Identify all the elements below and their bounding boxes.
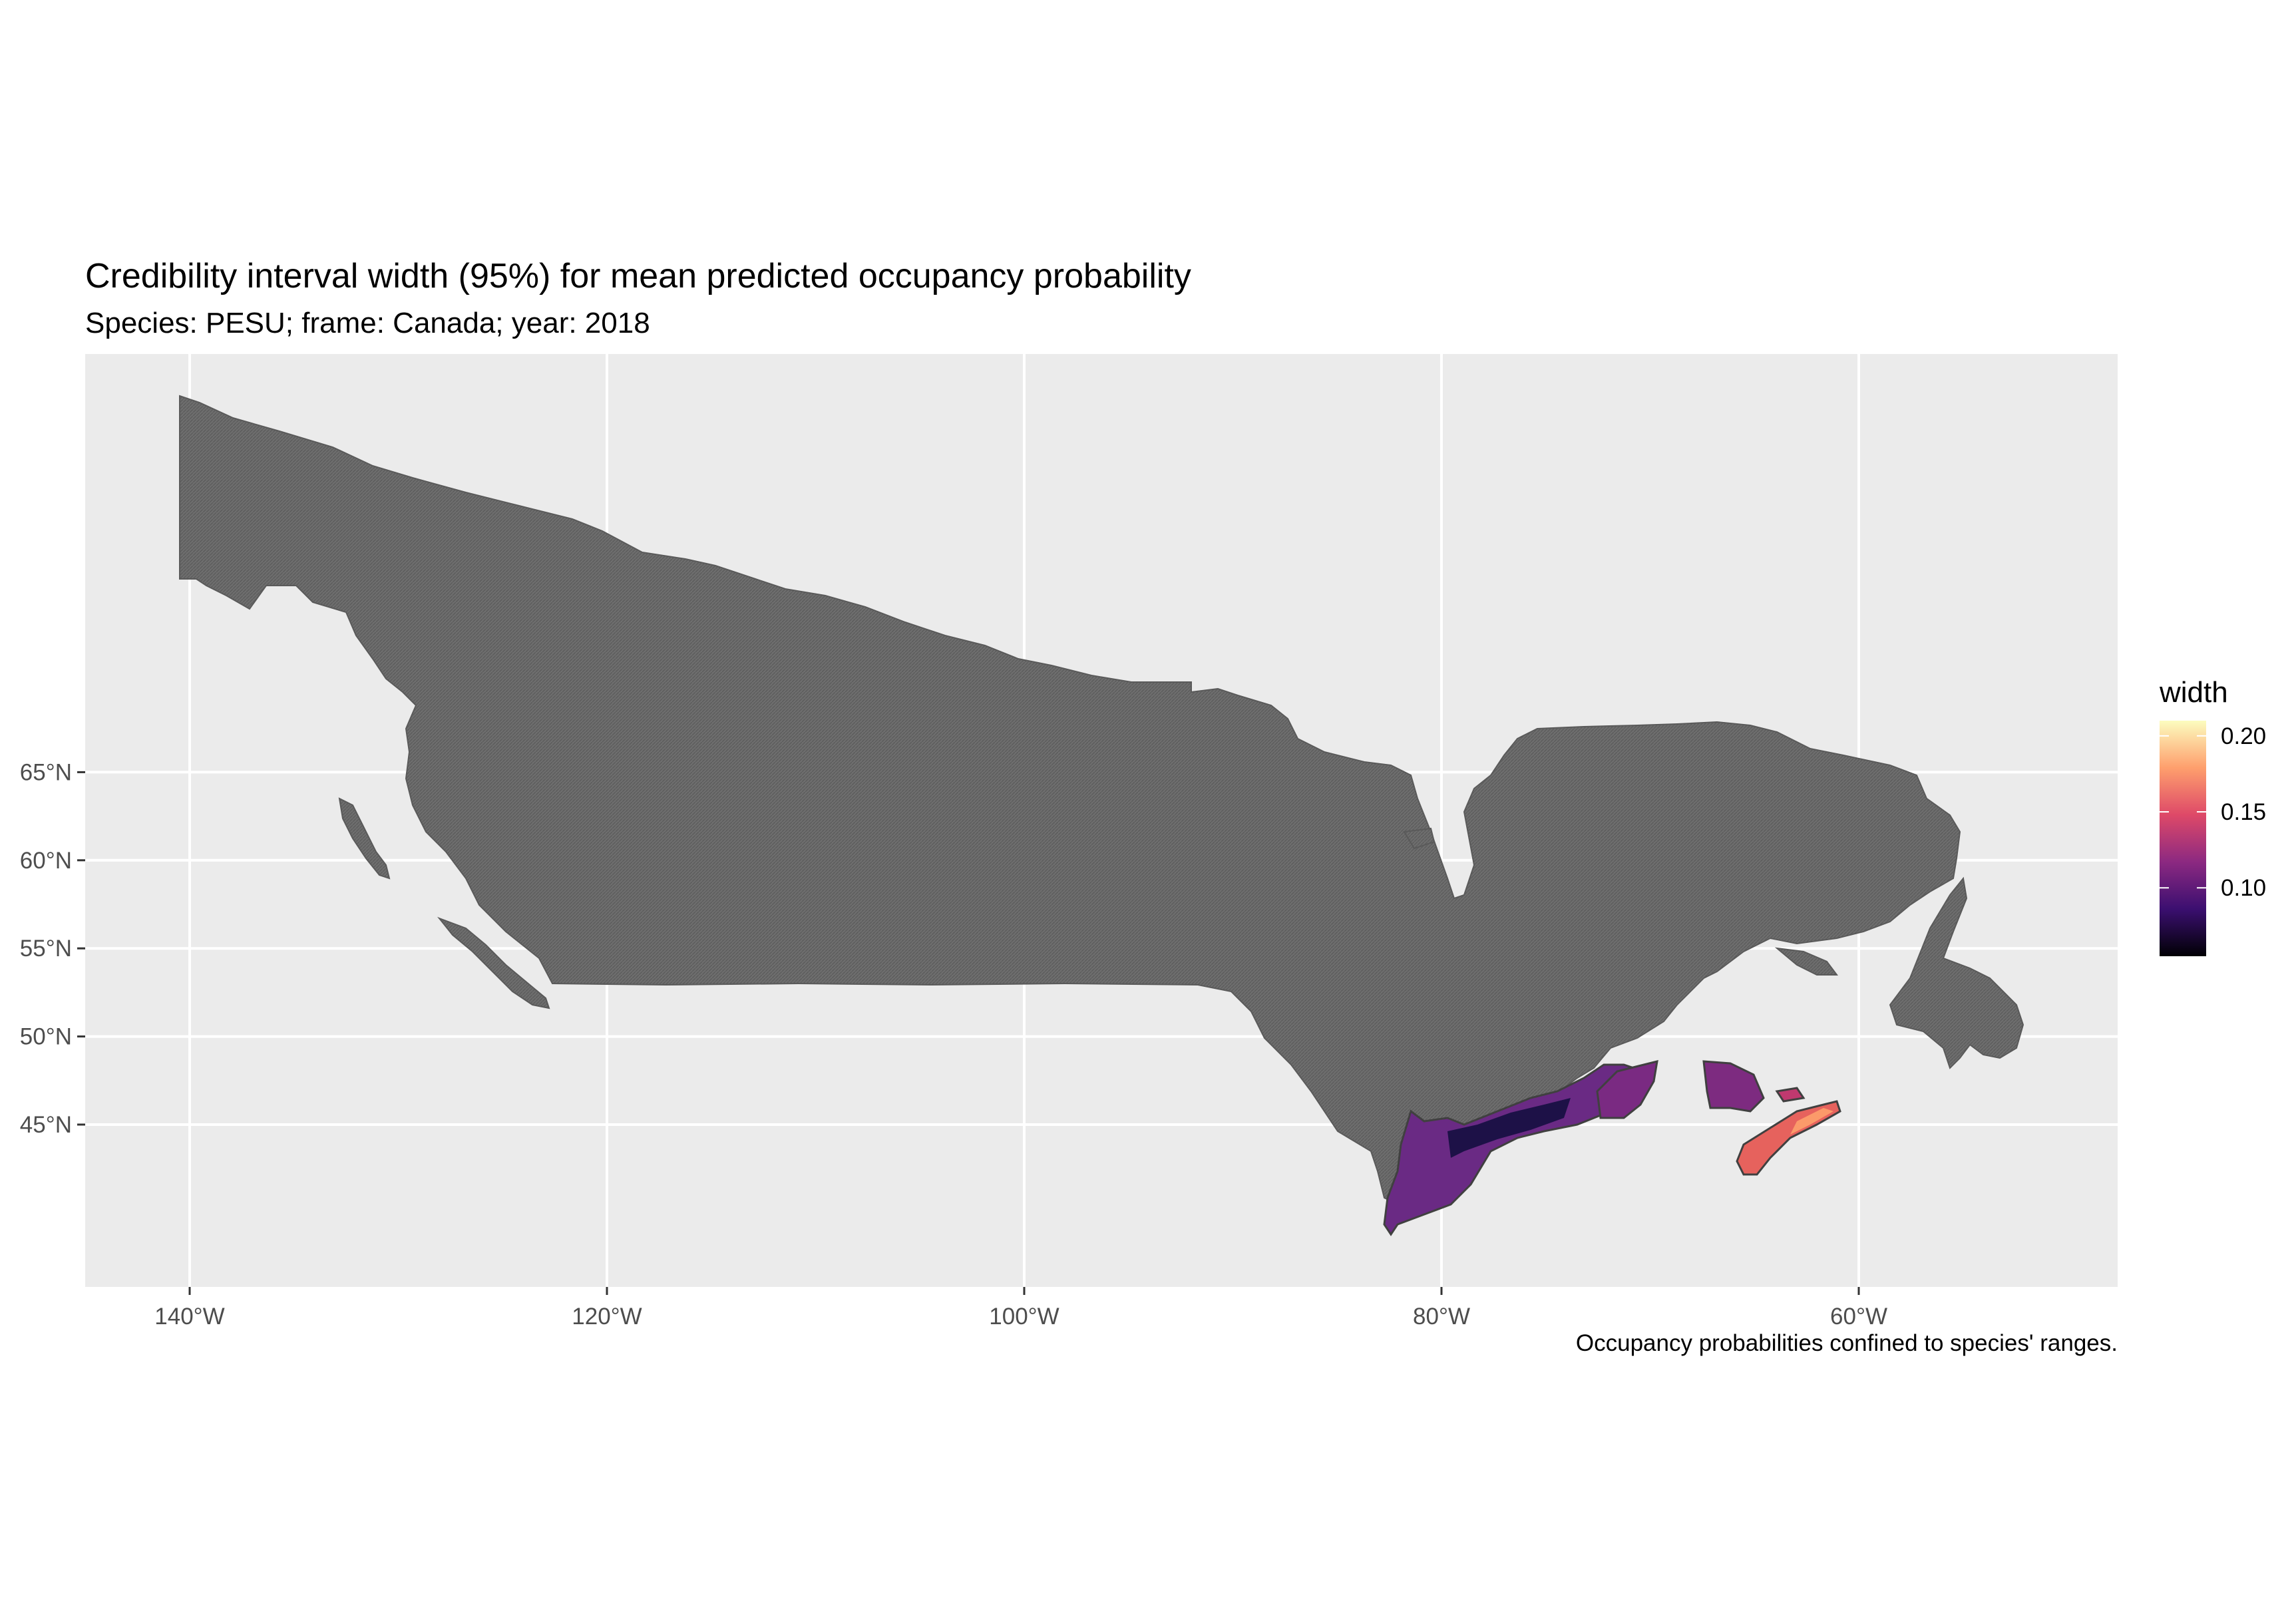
southern-ontario-width-area	[1383, 1063, 1635, 1236]
y-tick-label: 60°N	[20, 848, 72, 874]
x-tick-label: 120°W	[572, 1304, 642, 1330]
legend-break-label: 0.20	[2221, 723, 2266, 749]
pei-width-area	[1775, 1087, 1806, 1103]
plot-subtitle: Species: PESU; frame: Canada; year: 2018	[85, 307, 650, 339]
james-bay-islands-region	[1403, 827, 1435, 850]
legend: width 0.10 0.15 0.20	[2159, 676, 2266, 956]
y-tick-label: 55°N	[20, 936, 72, 962]
eastern-ontario-width-area	[1596, 1059, 1658, 1119]
x-tick-label: 60°W	[1830, 1304, 1887, 1330]
x-tick-label: 80°W	[1413, 1304, 1470, 1330]
y-axis: 45°N 50°N 55°N 60°N 65°N	[20, 759, 85, 1138]
anticosti-region	[1774, 947, 1838, 976]
southern-ontario-dark-band	[1447, 1098, 1571, 1158]
y-tick-label: 50°N	[20, 1024, 72, 1050]
occupancy-width-cells	[1383, 1059, 1841, 1236]
baffin-island-region	[338, 797, 391, 880]
new-brunswick-width-area	[1702, 1060, 1765, 1113]
plot-caption: Occupancy probabilities confined to spec…	[1576, 1330, 2118, 1356]
plot-title: Credibility interval width (95%) for mea…	[85, 257, 1191, 295]
x-tick-label: 100°W	[989, 1304, 1059, 1330]
legend-breaks: 0.10 0.15 0.20	[2160, 723, 2266, 901]
nova-scotia-high-band	[1790, 1108, 1833, 1135]
legend-title: width	[2159, 676, 2228, 709]
newfoundland-region	[1889, 876, 2024, 1069]
legend-break-label: 0.10	[2221, 875, 2266, 901]
canada-frame-region	[179, 395, 1961, 1206]
vancouver-island-region	[437, 916, 550, 1009]
x-tick-label: 140°W	[154, 1304, 224, 1330]
legend-break-label: 0.15	[2221, 799, 2266, 825]
x-axis: 140°W 120°W 100°W 80°W 60°W	[154, 1287, 1887, 1330]
y-tick-label: 65°N	[20, 759, 72, 785]
legend-colorbar	[2160, 721, 2206, 956]
y-tick-label: 45°N	[20, 1112, 72, 1138]
